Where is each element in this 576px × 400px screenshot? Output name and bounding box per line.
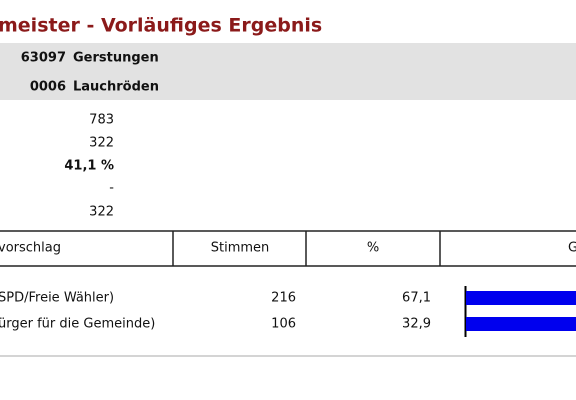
location-code: 63097 <box>21 51 66 66</box>
summary-value: 783 <box>89 113 114 128</box>
column-header: G <box>568 241 576 256</box>
column-header: Stimmen <box>211 241 270 256</box>
result-bar <box>466 291 576 305</box>
result-bar <box>466 317 576 331</box>
summary-value: 322 <box>89 136 114 151</box>
summary-value: 322 <box>89 205 114 220</box>
location-band <box>0 43 576 100</box>
candidate-name: ürger für die Gemeinde) <box>0 317 155 332</box>
column-header: vorschlag <box>0 241 61 256</box>
column-header: % <box>367 241 379 256</box>
location-name: Lauchröden <box>73 80 159 95</box>
candidate-name: SPD/Freie Wähler) <box>0 291 114 306</box>
summary-value: 41,1 % <box>64 159 114 174</box>
percent: 67,1 <box>402 291 431 306</box>
summary-value: - <box>109 181 114 196</box>
votes: 106 <box>271 317 296 332</box>
votes: 216 <box>271 291 296 306</box>
page-title: meister - Vorläufiges Ergebnis <box>0 15 322 37</box>
location-name: Gerstungen <box>73 51 159 66</box>
percent: 32,9 <box>402 317 431 332</box>
location-code: 0006 <box>30 80 66 95</box>
